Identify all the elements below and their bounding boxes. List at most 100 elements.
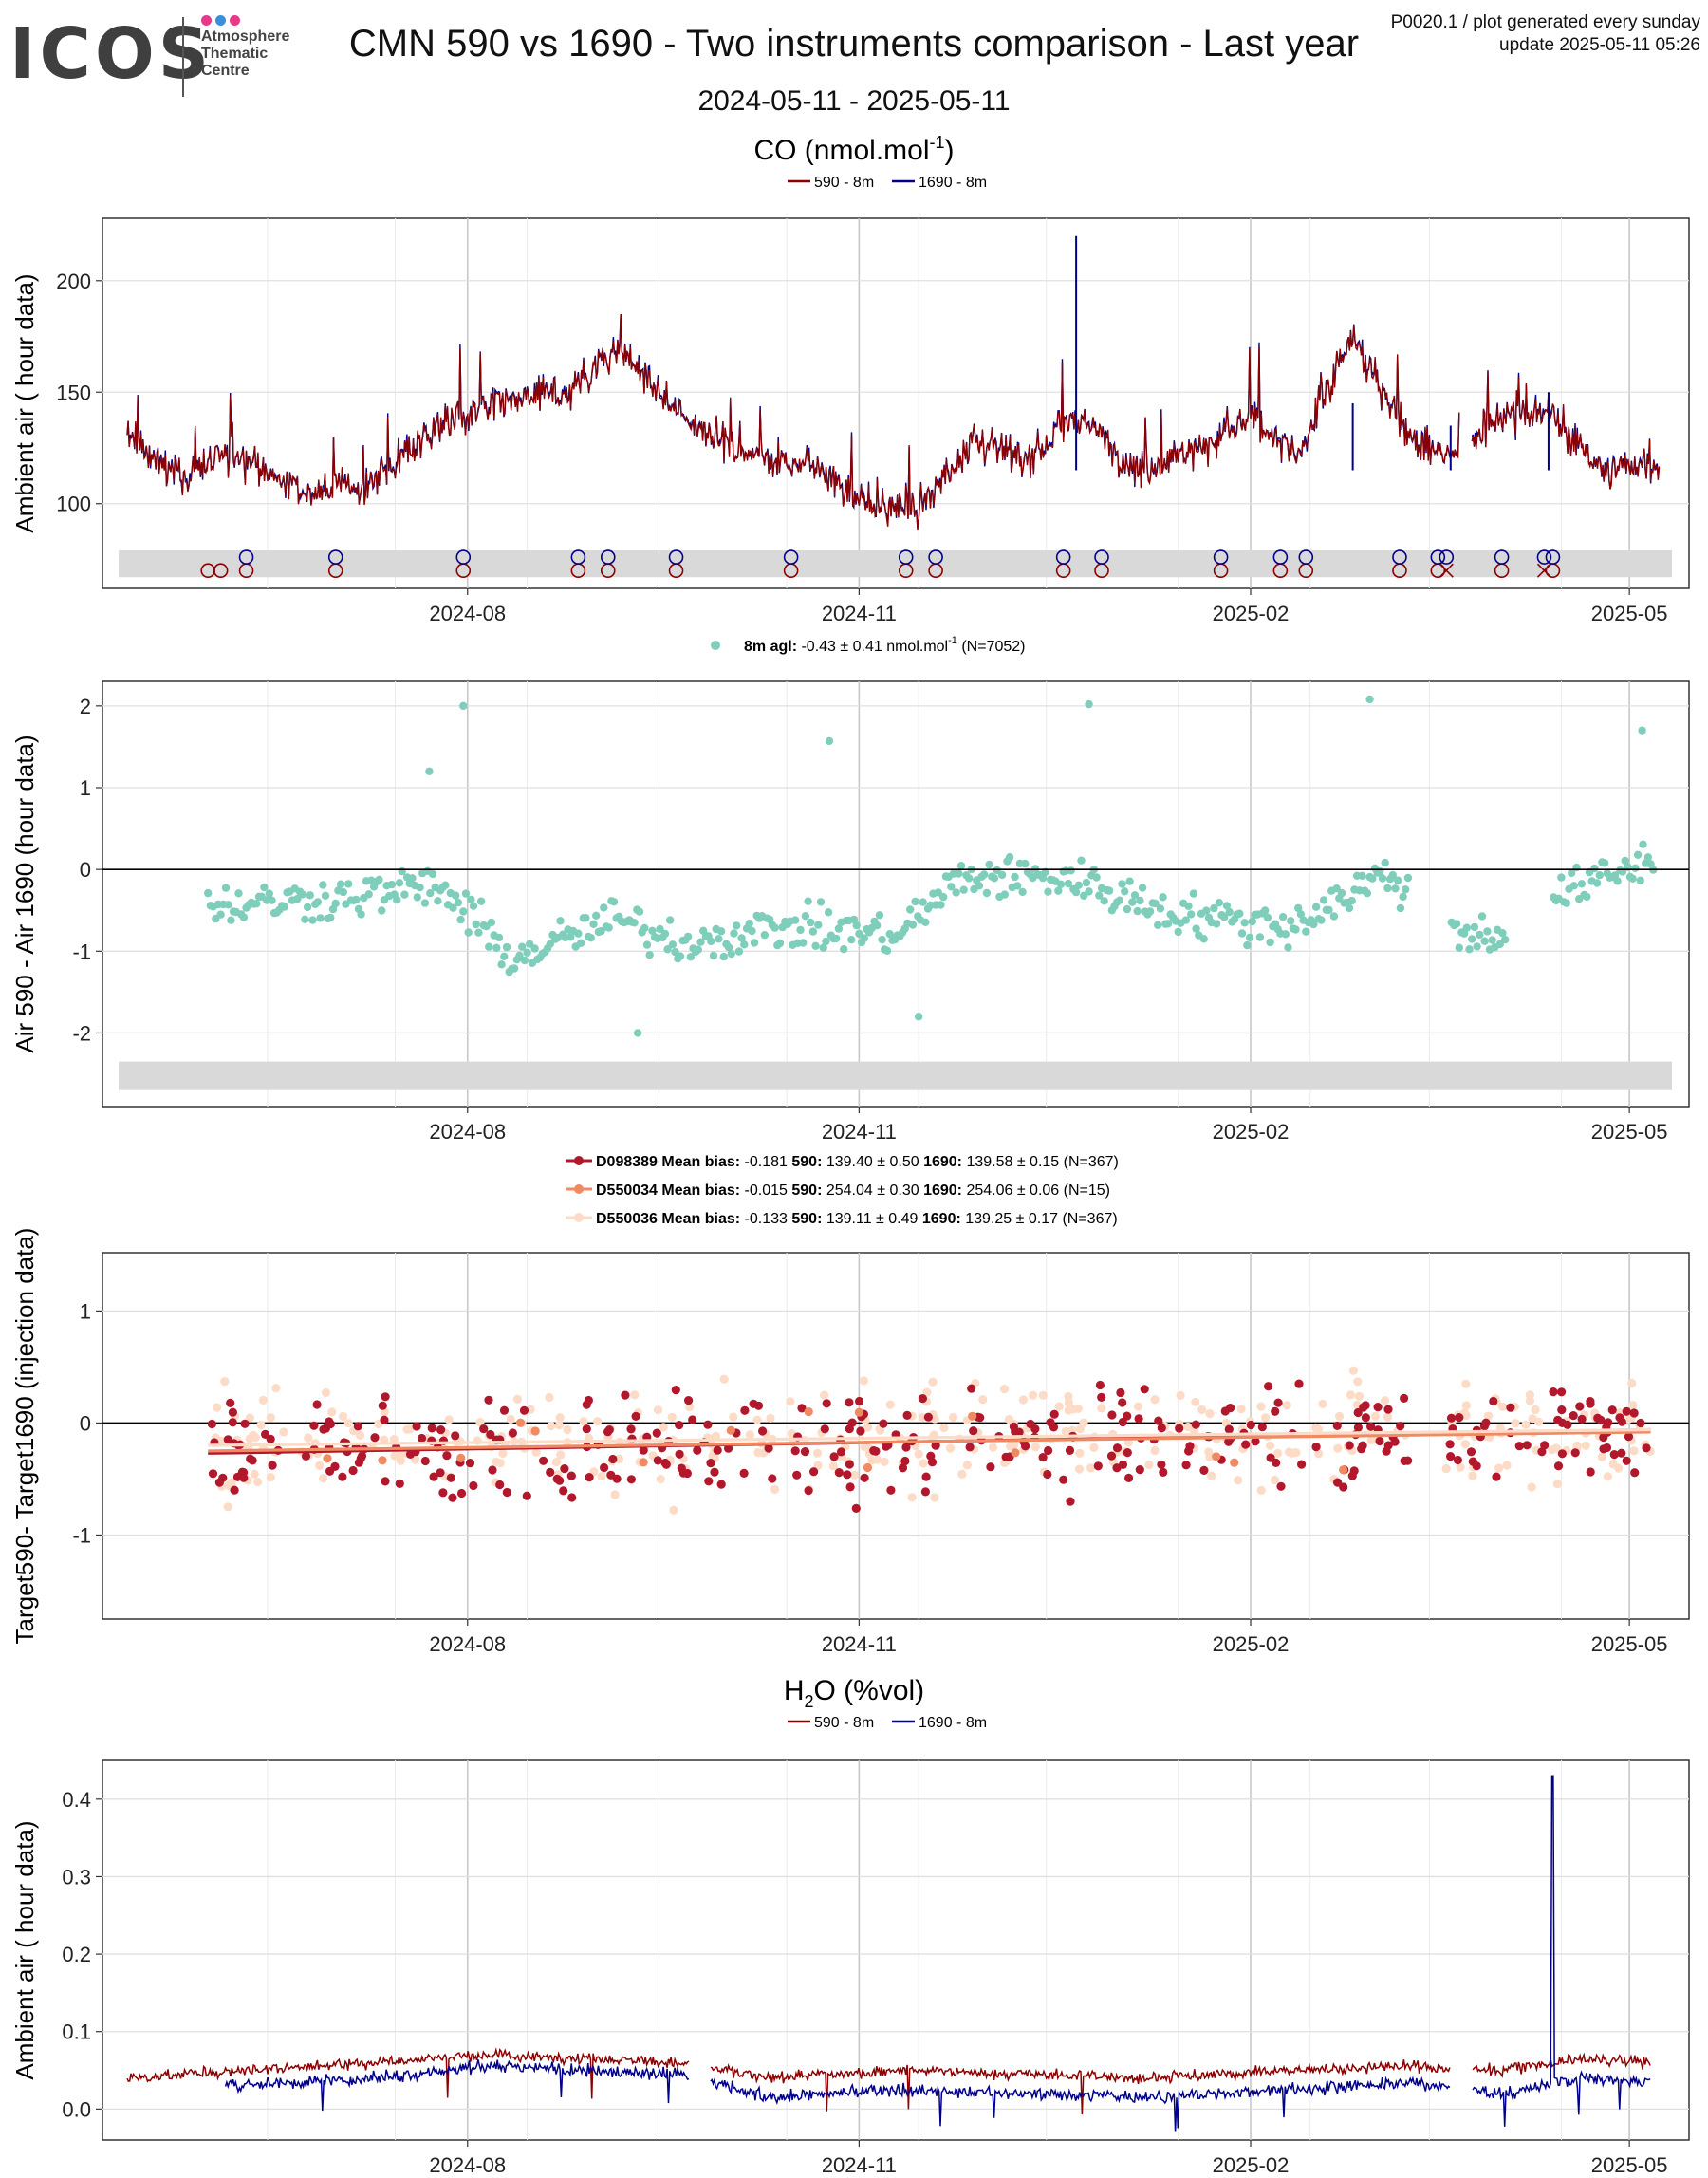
logo-sub-line-2: Thematic [201,46,269,62]
diff-point-363 [1130,891,1140,900]
target-point-D098389-402 [1046,1418,1055,1427]
diff-point-525 [1631,864,1640,872]
target-point-D098389-558 [1345,1441,1354,1450]
target-point-D550036-65 [1191,1397,1200,1406]
target-point-D098389-598 [1199,1465,1209,1475]
co-flag-1690-9 [1055,549,1071,565]
target-point-D098389-506 [626,1424,636,1434]
diff-point-167 [630,919,639,927]
co-flag-590-1 [213,563,229,579]
target-point-D550036-263 [885,1400,895,1409]
diff-point-182 [668,940,678,949]
target-point-D550036-254 [1265,1441,1275,1450]
h2o-legend: 590 - 8m 1690 - 8m [788,1715,987,1731]
diff-point-408 [1245,933,1254,942]
target-point-D098389-661 [886,1485,896,1495]
target-ytick-label-1: 0 [80,1411,91,1435]
target-point-D098389-647 [1112,1463,1122,1473]
diff-point-308 [990,874,999,883]
diff-point-212 [745,920,753,928]
target-point-D098389-653 [442,1451,452,1461]
diff-point-344 [1082,878,1091,887]
target-point-D098389-665 [713,1445,722,1455]
target-point-D098389-616 [704,1477,714,1486]
logo-subtitle: Atmosphere Thematic Centre [201,28,289,80]
target-point-D098389-431 [920,1487,931,1497]
target-point-D098389-544 [1358,1441,1367,1450]
diff-point-334 [1056,880,1066,888]
target-point-D550036-108 [220,1377,230,1387]
target-point-D098389-678 [1553,1461,1564,1471]
diff-point-232 [796,925,805,935]
diff-point-409 [1248,917,1257,926]
target-point-D550036-343 [962,1461,972,1470]
diff-point-243 [824,908,833,917]
diff-point-249 [840,945,848,954]
target-point-D098389-645 [1622,1456,1631,1465]
diff-point-394 [1210,903,1218,913]
diff-point-484 [1480,937,1489,945]
target-point-D550036-309 [1282,1401,1291,1410]
target-point-D098389-362 [208,1469,218,1479]
diff-point-480 [1470,922,1479,932]
co-series [126,235,1661,531]
diff-point-492 [1501,935,1510,944]
target-point-D550036-259 [1456,1462,1465,1472]
diff-point-152 [592,911,601,920]
target-point-D550036-153 [812,1448,823,1458]
diff-point-142 [566,933,575,941]
diff-point-50 [331,899,340,908]
h2o-grid [102,1760,1689,2140]
target-point-D550036-145 [1603,1472,1612,1481]
target-point-D098389-545 [268,1461,277,1470]
diff-point-509 [1590,864,1599,873]
diff-point-309 [993,866,1001,875]
target-point-D098389-374 [1492,1472,1501,1481]
target-point-D550036-346 [512,1394,523,1404]
diff-point-362 [1128,898,1137,906]
co-flag-1690-6 [783,549,799,565]
target-point-D550036-267 [1502,1461,1512,1470]
diff-point-90 [434,897,442,905]
target-point-D550034-714 [323,1454,332,1463]
target-point-D098389-685 [405,1449,416,1459]
target-point-D098389-458 [486,1429,495,1440]
diff-point-247 [834,924,844,933]
target-point-D550036-264 [1000,1385,1010,1394]
target-point-D550036-42 [1038,1390,1048,1400]
diff-point-498 [1562,899,1571,907]
target-point-D098389-553 [582,1424,591,1434]
diff-point-454 [1363,889,1372,898]
target-point-D098389-390 [768,1474,777,1483]
target-point-D550036-265 [1313,1424,1323,1434]
target-point-D098389-372 [1097,1392,1106,1402]
target-point-D550036-43 [1256,1485,1266,1495]
diff-point-317 [1013,882,1022,890]
target-point-D550036-91 [1572,1441,1582,1450]
target-point-D098389-711 [820,1424,829,1434]
diff-point-404 [1235,909,1244,918]
co-ylabel: Ambient air ( hour data) [10,273,39,532]
target-point-D098389-454 [429,1472,438,1481]
diff-point-37 [298,890,306,899]
co-flag-1690-7 [898,549,914,565]
target-point-D550036-174 [343,1419,353,1428]
target-point-D098389-642 [1118,1398,1127,1407]
target-point-D098389-650 [1264,1382,1273,1391]
target-point-D550034-717 [1230,1458,1239,1467]
logo-dot-blue [215,15,226,26]
target-point-D550036-46 [1335,1411,1345,1421]
diff-point-434 [1311,903,1321,911]
target-point-D098389-682 [1537,1447,1547,1457]
diff-point-198 [709,951,718,960]
diff-xtick-label-3: 2025-05 [1591,1120,1668,1144]
target-point-D550036-190 [321,1387,331,1398]
diff-point-96 [449,903,457,912]
target-point-D550034-721 [515,1418,526,1427]
diff-point-85 [420,899,430,907]
target-point-D098389-561 [1636,1418,1645,1428]
diff-point-314 [1005,853,1014,862]
diff-point-448 [1347,896,1356,905]
target-point-D098389-543 [560,1464,569,1474]
diff-point-442 [1332,884,1341,893]
